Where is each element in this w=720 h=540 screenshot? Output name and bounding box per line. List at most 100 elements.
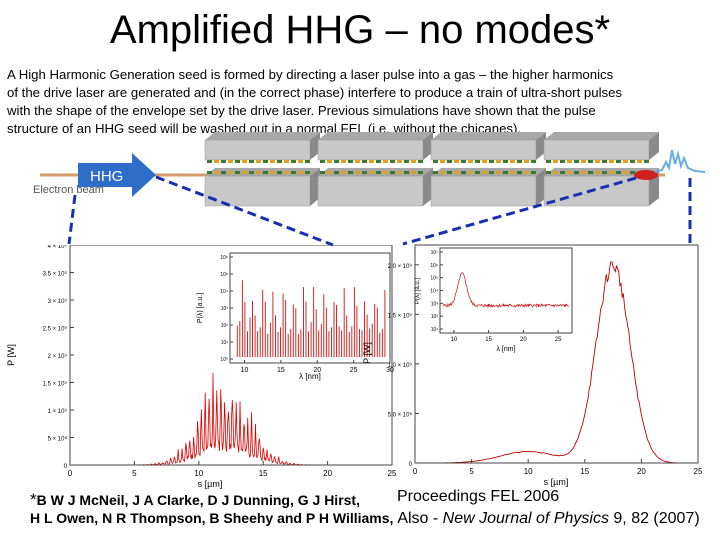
magnet-pole [263, 171, 268, 174]
magnet-side [423, 168, 433, 206]
magnet-pole [305, 160, 310, 163]
y-axis-label: P [W] [362, 342, 372, 364]
x-axis-label: s [µm] [198, 479, 223, 489]
magnet-pole [228, 171, 233, 174]
magnet-pole [574, 171, 579, 174]
inset-x-tick-label: 10 [451, 337, 458, 343]
magnet-front [543, 175, 650, 207]
magnet-pole [447, 171, 452, 174]
magnet-pole [489, 171, 494, 174]
magnet-pole [630, 171, 635, 174]
magnet-pole [284, 171, 289, 174]
magnet-side [536, 168, 546, 206]
inset-y-tick-label: 10⁰ [220, 357, 228, 363]
inset-y-tick-label: 10⁷ [431, 250, 439, 256]
magnet-pole [602, 160, 607, 163]
magnet-pole [327, 160, 332, 163]
inset-x-label: λ [nm] [496, 346, 515, 353]
description: A High Harmonic Generation seed is forme… [7, 66, 715, 138]
magnet-pole [503, 160, 508, 163]
magnet-pole [263, 160, 268, 163]
magnet-pole [362, 171, 367, 174]
description-line: with the shape of the envelope set by th… [7, 103, 596, 118]
magnet-pole [546, 171, 551, 174]
magnet-top [544, 132, 659, 140]
inset-frame [439, 247, 573, 334]
inset-y-tick-label: 10⁵ [220, 272, 228, 278]
inset-x-tick-label: 30 [386, 367, 394, 374]
magnet-pole [214, 160, 219, 163]
magnet-pole [503, 171, 508, 174]
inset-y-tick-label: 10⁶ [220, 255, 228, 261]
magnet-pole [376, 171, 381, 174]
magnet-pole [623, 171, 628, 174]
magnet-pole [489, 160, 494, 163]
inset-x-label: λ [nm] [299, 372, 321, 381]
y-tick-label: 3 × 10⁹ [48, 298, 68, 305]
magnet-pole [207, 160, 212, 163]
magnet-pole [546, 160, 551, 163]
journal-volume: 9, 82 (2007) [608, 510, 700, 527]
magnet-pole [454, 160, 459, 163]
magnet-pole [221, 171, 226, 174]
inset-y-label: P(λ) [a.u.] [197, 293, 204, 323]
magnet-pole [348, 171, 353, 174]
magnet-pole [475, 171, 480, 174]
inset-x-tick-label: 15 [277, 367, 285, 374]
magnet-side [310, 168, 320, 206]
magnet-pole [284, 160, 289, 163]
y-tick-label: 5 × 10⁸ [48, 436, 68, 443]
magnet-front [204, 139, 311, 161]
magnet-pole [475, 160, 480, 163]
magnet-pole [221, 160, 226, 163]
inset-y-tick-label: 10³ [221, 306, 229, 312]
magnet-side [536, 132, 546, 160]
magnet-pole [235, 160, 240, 163]
inset-x-tick-label: 25 [555, 337, 562, 343]
x-tick-label: 10 [524, 467, 533, 476]
inset-x-tick-label: 25 [350, 367, 358, 374]
magnet-pole [496, 171, 501, 174]
magnet-pole [397, 171, 402, 174]
x-tick-label: 15 [580, 467, 589, 476]
undulator-module [543, 132, 659, 207]
inset-y-tick-label: 10¹ [221, 340, 229, 346]
magnet-pole [581, 160, 586, 163]
magnet-front [204, 175, 311, 207]
journal-prefix: Also - [397, 510, 443, 527]
magnet-pole [637, 160, 642, 163]
x-tick-label: 0 [413, 467, 418, 476]
description-line: A High Harmonic Generation seed is forme… [7, 67, 614, 82]
magnet-pole [256, 160, 261, 163]
magnet-pole [623, 160, 628, 163]
magnet-pole [320, 160, 325, 163]
x-tick-label: 5 [469, 467, 474, 476]
magnet-top [205, 132, 320, 140]
inset-y-tick-label: 10² [431, 314, 439, 320]
magnet-pole [242, 171, 247, 174]
magnet-pole [390, 171, 395, 174]
magnet-top [318, 132, 433, 140]
magnet-pole [461, 171, 466, 174]
magnet-pole [207, 171, 212, 174]
magnet-pole [369, 160, 374, 163]
magnet-pole [440, 171, 445, 174]
y-tick-label: 0 [64, 464, 68, 470]
magnet-pole [560, 160, 565, 163]
magnet-pole [305, 171, 310, 174]
magnet-pole [553, 171, 558, 174]
magnet-pole [468, 171, 473, 174]
magnet-pole [588, 160, 593, 163]
proceedings-ref: Proceedings FEL 2006 [397, 488, 560, 505]
hhg-arrow [78, 153, 156, 197]
fel-schematic: HHG Electron beam [33, 132, 706, 247]
magnet-pole [595, 171, 600, 174]
magnet-pole [567, 160, 572, 163]
footnote-star: * [30, 490, 37, 509]
magnet-pole [644, 160, 649, 163]
magnet-pole [616, 171, 621, 174]
magnet-pole [249, 171, 254, 174]
magnet-pole [609, 171, 614, 174]
magnet-pole [524, 171, 529, 174]
magnet-pole [531, 160, 536, 163]
